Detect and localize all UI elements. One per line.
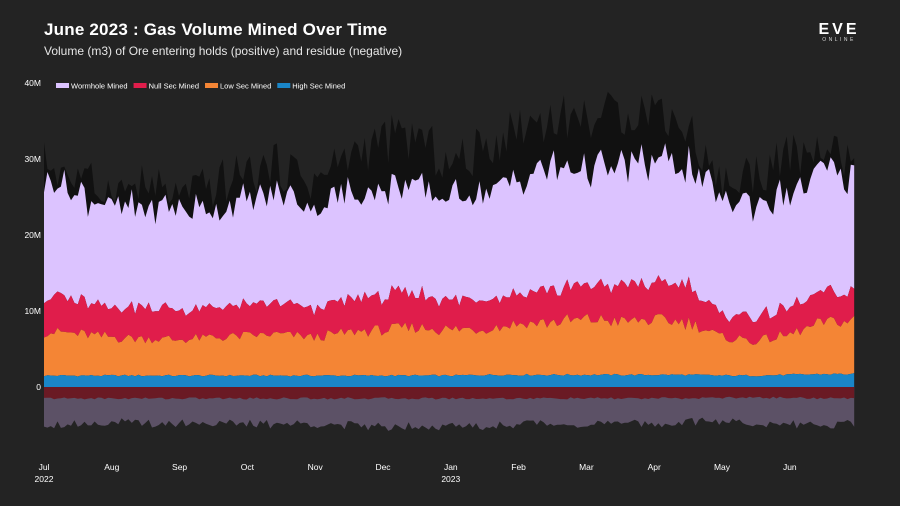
x-tick-label: Sep — [172, 462, 187, 472]
legend-swatch-high-sec-mined — [277, 83, 291, 88]
series-area-null-sec-mined — [44, 275, 855, 345]
logo-subtext: ONLINE — [822, 37, 856, 43]
y-tick-label: 20M — [24, 230, 41, 240]
x-tick-label: Mar — [579, 462, 594, 472]
x-tick-label: May — [714, 462, 731, 472]
plot-area — [44, 91, 855, 431]
series-area-residue-dark-red-band — [44, 387, 855, 400]
legend-label-wormhole-mined: Wormhole Mined — [71, 82, 128, 91]
y-tick-label: 0 — [36, 382, 41, 392]
chart-subtitle: Volume (m3) of Ore entering holds (posit… — [44, 44, 403, 58]
x-tick-label: Oct — [241, 462, 255, 472]
x-tick-label: Jan — [444, 462, 458, 472]
series-area-wormhole-mined — [44, 143, 855, 323]
logo-wordmark: EVE — [818, 21, 860, 38]
x-tick-label: Aug — [104, 462, 119, 472]
legend-label-low-sec-mined: Low Sec Mined — [220, 82, 271, 91]
y-tick-label: 10M — [24, 306, 41, 316]
legend-swatch-null-sec-mined — [133, 83, 147, 88]
eve-online-logo: EVE ONLINE — [812, 22, 866, 46]
y-tick-label: 40M — [24, 78, 41, 88]
x-tick-label: Feb — [511, 462, 526, 472]
x-tick-label: Jul — [39, 462, 50, 472]
x-tick-label: Jun — [783, 462, 797, 472]
x-tick-label: Nov — [308, 462, 324, 472]
legend: Wormhole Mined Null Sec Mined Low Sec Mine… — [56, 82, 345, 91]
x-tick-label: Apr — [648, 462, 661, 472]
y-axis: 0 10M 20M 30M 40M — [24, 78, 41, 392]
chart-title: June 2023 : Gas Volume Mined Over Time — [44, 20, 388, 39]
y-tick-label: 30M — [24, 154, 41, 164]
x-axis: Jul 2022 Aug Sep Oct Nov Dec Jan 2023 Feb Mar Apr Ma… — [35, 462, 797, 484]
legend-label-null-sec-mined: Null Sec Mined — [149, 82, 199, 91]
x-tick-year-label: 2023 — [441, 474, 460, 484]
x-tick-label: Dec — [375, 462, 391, 472]
legend-label-high-sec-mined: High Sec Mined — [292, 82, 345, 91]
legend-swatch-wormhole-mined — [56, 83, 69, 88]
series-area-low-sec-mined — [44, 313, 855, 377]
x-tick-year-label: 2022 — [35, 474, 54, 484]
legend-swatch-low-sec-mined — [205, 83, 219, 88]
series-area-high-sec-mined — [44, 373, 855, 387]
